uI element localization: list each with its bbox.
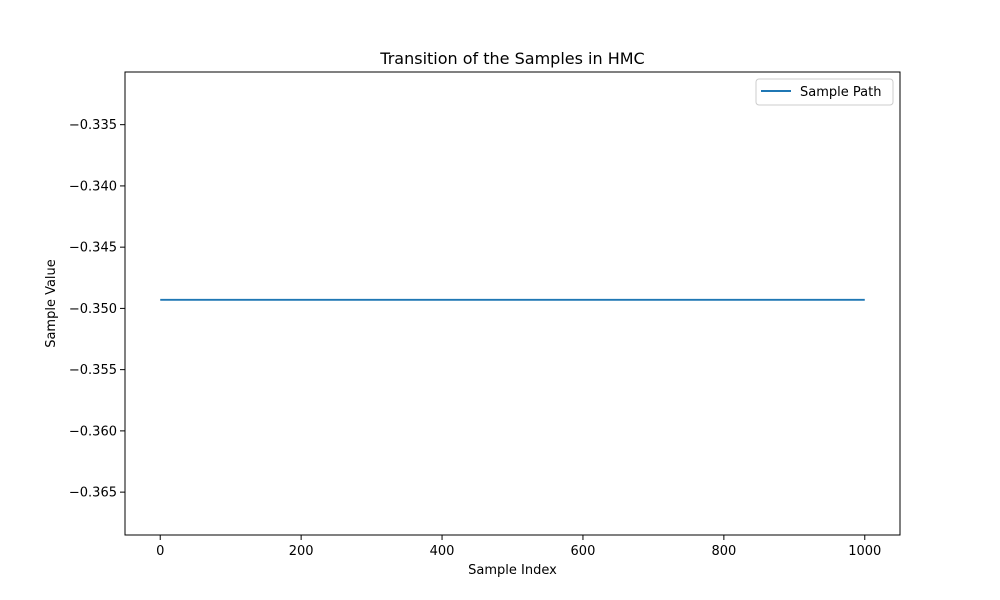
legend-box xyxy=(755,78,894,106)
legend: Sample Path xyxy=(755,78,894,106)
x-axis-label: Sample Index xyxy=(468,563,557,578)
axes-frame xyxy=(124,71,901,536)
x-axis-ticks: 0 200 400 600 800 1000 xyxy=(156,535,881,559)
plot-area xyxy=(124,71,901,536)
y-axis-label: Sample Value xyxy=(44,259,59,348)
y-tick-label: −0.345 xyxy=(69,241,117,256)
x-tick-label: 200 xyxy=(289,544,314,559)
y-tick-label: −0.350 xyxy=(69,302,117,317)
chart-title: Transition of the Samples in HMC xyxy=(379,49,644,68)
legend-label-sample-path: Sample Path xyxy=(800,85,881,100)
y-axis-ticks: −0.335 −0.340 −0.345 −0.350 −0.355 −0.360 −0.3… xyxy=(69,118,125,501)
x-tick-label: 0 xyxy=(156,544,164,559)
y-tick-label: −0.335 xyxy=(69,118,117,133)
x-tick-label: 800 xyxy=(711,544,736,559)
x-tick-label: 1000 xyxy=(848,544,881,559)
x-tick-label: 600 xyxy=(571,544,596,559)
y-tick-label: −0.355 xyxy=(69,363,117,378)
x-tick-label: 400 xyxy=(430,544,455,559)
y-tick-label: −0.340 xyxy=(69,179,117,194)
y-tick-label: −0.360 xyxy=(69,424,117,439)
y-tick-label: −0.365 xyxy=(69,486,117,501)
